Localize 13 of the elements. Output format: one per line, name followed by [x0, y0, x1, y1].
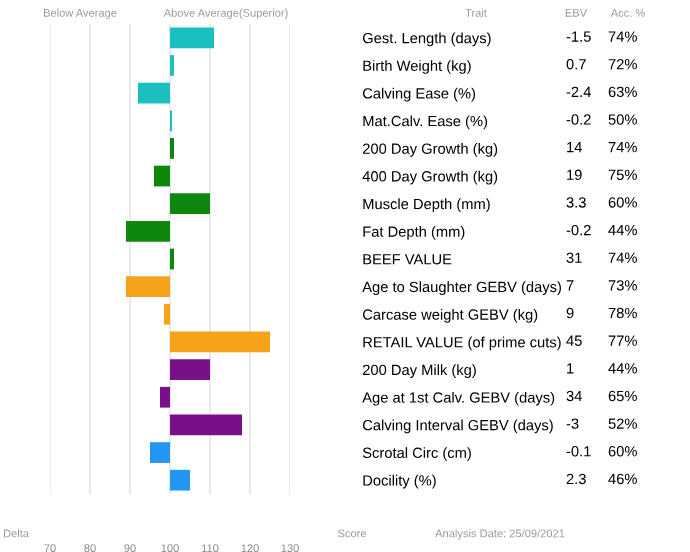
bar — [170, 193, 210, 215]
bar — [170, 27, 214, 49]
bar — [154, 165, 170, 187]
bar — [138, 82, 170, 104]
bar — [170, 359, 210, 380]
bar — [170, 469, 190, 491]
bar — [170, 414, 242, 436]
bar — [126, 276, 170, 298]
bar — [164, 303, 170, 325]
bar — [170, 331, 270, 353]
bar — [160, 386, 170, 408]
bar — [150, 442, 170, 463]
bar — [126, 220, 170, 242]
